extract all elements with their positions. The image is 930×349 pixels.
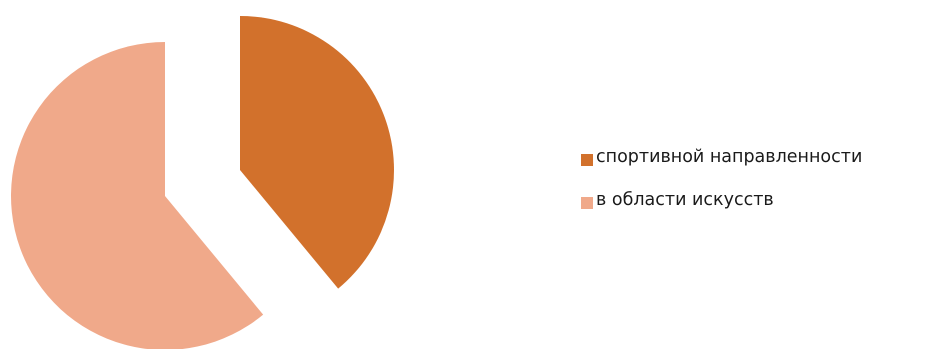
legend-label: спортивной направленности xyxy=(596,147,863,167)
pie-slice-2 xyxy=(11,42,264,349)
legend: спортивной направленности в области искус… xyxy=(581,146,862,232)
pie-slice-1 xyxy=(240,16,394,289)
legend-label: в области искусств xyxy=(596,190,774,210)
legend-item: в области искусств xyxy=(581,189,862,211)
legend-swatch xyxy=(581,153,593,166)
legend-swatch xyxy=(581,196,593,209)
legend-item: спортивной направленности xyxy=(581,146,862,168)
